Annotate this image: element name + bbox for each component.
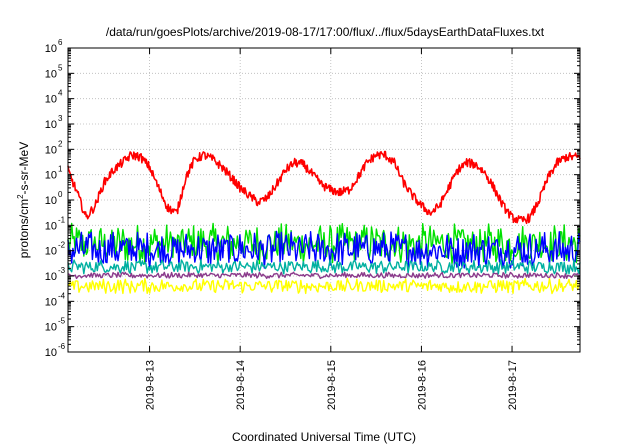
x-tick-label: 2019-8-13 xyxy=(145,360,157,410)
y-tick-exponent: 6 xyxy=(58,38,63,47)
y-tick-exponent: -4 xyxy=(58,291,66,300)
x-tick-label: 2019-8-15 xyxy=(326,360,338,410)
y-tick-label: 10 xyxy=(45,94,57,106)
y-tick-exponent: -1 xyxy=(58,215,66,224)
x-tick-label: 2019-8-17 xyxy=(507,360,519,410)
y-tick-exponent: 4 xyxy=(58,89,63,98)
y-tick-exponent: 1 xyxy=(58,165,63,174)
y-tick-label: 10 xyxy=(45,68,57,80)
y-axis-label: protons/cm2-s-sr-MeV xyxy=(16,142,31,258)
y-tick-label: 10 xyxy=(45,144,57,156)
axis-ticks xyxy=(68,47,580,353)
y-tick-exponent: -3 xyxy=(58,266,66,275)
series-line-3 xyxy=(67,259,581,275)
x-tick-label: 2019-8-16 xyxy=(416,360,428,410)
y-tick-label: 10 xyxy=(45,246,57,258)
y-tick-label: 10 xyxy=(45,322,57,334)
x-axis-label: Coordinated Universal Time (UTC) xyxy=(232,430,416,444)
y-tick-label: 10 xyxy=(45,271,57,283)
y-tick-exponent: -5 xyxy=(58,317,66,326)
y-tick-label: 10 xyxy=(45,119,57,131)
series-line-1 xyxy=(67,222,581,265)
y-tick-label: 10 xyxy=(45,43,57,55)
y-tick-labels: 10-610-510-410-310-210-11001011021031041… xyxy=(45,38,66,359)
y-tick-label: 10 xyxy=(45,195,57,207)
y-tick-label: 10 xyxy=(45,170,57,182)
x-tick-labels: 2019-8-13 2019-8-14 2019-8-15 2019-8-16 2019… xyxy=(145,360,519,410)
data-series xyxy=(67,150,581,295)
grid-lines xyxy=(68,48,580,352)
y-tick-label: 10 xyxy=(45,220,57,232)
x-tick-label: 2019-8-14 xyxy=(235,360,247,410)
y-tick-exponent: 0 xyxy=(58,190,63,199)
y-tick-exponent: -6 xyxy=(58,342,66,351)
series-line-red xyxy=(67,150,581,225)
series-line-4 xyxy=(67,271,581,280)
series-line-2 xyxy=(67,230,581,269)
y-tick-exponent: 3 xyxy=(58,114,63,123)
y-tick-exponent: -2 xyxy=(58,241,66,250)
y-tick-exponent: 5 xyxy=(58,63,63,72)
series-line-5 xyxy=(67,277,581,295)
chart-title: /data/run/goesPlots/archive/2019-08-17/1… xyxy=(106,25,545,39)
y-tick-label: 10 xyxy=(45,296,57,308)
y-tick-exponent: 2 xyxy=(58,139,63,148)
y-tick-label: 10 xyxy=(45,347,57,359)
